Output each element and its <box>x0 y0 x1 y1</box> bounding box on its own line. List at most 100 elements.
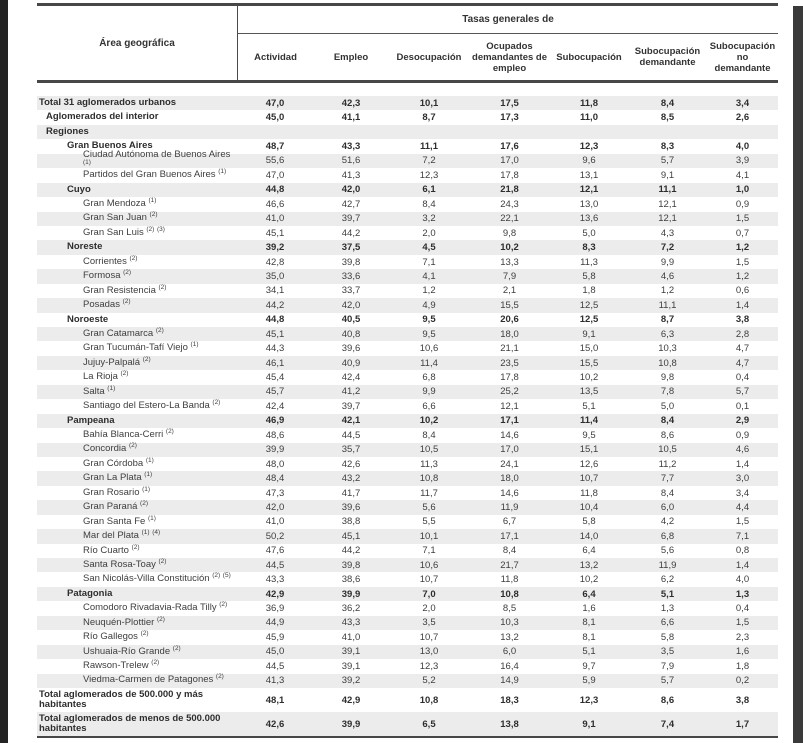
rates-group-header: Tasas generales de <box>462 14 554 25</box>
cell-value: 0,6 <box>735 285 750 297</box>
cell-value: 1,5 <box>735 213 750 225</box>
cell-value: 47,0 <box>265 169 285 181</box>
cell-value: 8,3 <box>660 141 675 153</box>
footnote-marker: (2) <box>128 442 137 450</box>
cell-value: 10,6 <box>419 559 439 571</box>
table-row: Gran San Juan (2) 41,0 39,7 3,2 22,1 13,6 12,1… <box>37 211 778 226</box>
cell-value: 10,5 <box>419 444 439 456</box>
cell-value: 11,9 <box>658 559 677 571</box>
row-label: Pampeana <box>67 414 115 426</box>
cell-value: 17,1 <box>500 530 519 542</box>
cell-value: 7,2 <box>422 155 436 167</box>
cell-value: 3,0 <box>735 473 750 485</box>
cell-value: 8,4 <box>660 97 675 109</box>
cell-value: 12,1 <box>579 184 599 196</box>
table-row: Formosa (2) 35,0 33,6 4,1 7,9 5,8 4,6 1,2 <box>37 269 778 284</box>
cell-value: 5,6 <box>660 545 675 557</box>
column-header: Subocupación no demandante <box>709 40 776 74</box>
table-row: Neuquén-Plottier (2) 44,9 43,3 3,5 10,3 8,1 6,… <box>37 615 778 631</box>
footnote-marker: (2) <box>215 673 224 681</box>
cell-value: 6,4 <box>582 545 596 557</box>
row-label: Comodoro Rivadavia-Rada Tilly (2) <box>83 601 228 614</box>
footnote-marker: (4) <box>152 529 161 537</box>
cell-value: 10,8 <box>419 473 439 485</box>
table-row: Aglomerados del interior 45,0 41,1 8,7 17,3 1… <box>37 110 778 124</box>
cell-value: 10,4 <box>579 501 599 513</box>
cell-value: 10,8 <box>658 357 677 369</box>
cell-value: 10,3 <box>500 617 519 629</box>
group-header-underline <box>238 33 778 34</box>
cell-value: 1,8 <box>735 660 750 672</box>
cell-value: 7,9 <box>502 270 517 282</box>
cell-value: 1,6 <box>735 646 750 658</box>
row-label: Gran Mendoza (1) <box>83 197 157 210</box>
cell-value: 9,5 <box>422 328 436 340</box>
row-label: Viedma-Carmen de Patagones (2) <box>83 673 224 686</box>
cell-value: 13,2 <box>579 559 599 571</box>
table-row: San Nicolás-Villa Constitución (2) (5) 43… <box>37 572 778 586</box>
cell-value: 34,1 <box>265 285 285 297</box>
table-row: Partidos del Gran Buenos Aires (1) 47,0 41… <box>37 168 778 182</box>
cell-value: 12,5 <box>579 299 599 311</box>
cell-value: 5,8 <box>582 516 596 528</box>
cell-value: 11,1 <box>420 141 438 153</box>
cell-value: 43,3 <box>341 617 361 629</box>
table-row: Gran Resistencia (2) 34,1 33,7 1,2 2,1 1,8 1,2… <box>37 284 778 298</box>
cell-value: 14,0 <box>579 530 599 542</box>
table-row: Jujuy-Palpalá (2) 46,1 40,9 11,4 23,5 15,5 10,… <box>37 355 778 371</box>
footnote-marker: (2) <box>123 269 132 277</box>
row-label: Corrientes (2) <box>83 254 138 267</box>
cell-value: 48,0 <box>265 458 285 470</box>
row-label: Cuyo <box>67 183 91 195</box>
cell-value: 11,1 <box>658 184 677 196</box>
cell-value: 4,6 <box>735 444 750 456</box>
cell-value: 1,7 <box>735 718 750 730</box>
cell-value: 12,1 <box>658 213 677 225</box>
cell-value: 2,0 <box>422 227 436 239</box>
table-row: Río Gallegos (2) 45,9 41,0 10,7 13,2 8,1 5,8 2,… <box>37 630 778 644</box>
cell-value: 13,5 <box>579 386 599 398</box>
cell-value: 41,0 <box>265 516 285 528</box>
cell-value: 45,4 <box>265 372 285 384</box>
cell-value: 51,6 <box>341 155 361 167</box>
row-label: Gran Buenos Aires <box>67 140 153 152</box>
cell-value: 8,5 <box>660 112 675 124</box>
cell-value: 6,6 <box>660 617 675 629</box>
cell-value: 2,0 <box>422 603 436 615</box>
table-header: Área geográfica Tasas generales de Activ… <box>37 6 778 80</box>
cell-value: 40,9 <box>341 357 361 369</box>
cell-value: 9,8 <box>660 372 675 384</box>
cell-value: 12,3 <box>579 141 599 153</box>
cell-value: 12,3 <box>579 694 599 706</box>
footnote-marker: (2) <box>140 630 149 638</box>
cell-value: 20,6 <box>500 314 519 326</box>
cell-value: 42,0 <box>341 184 361 196</box>
row-label: Gran La Plata (1) <box>83 471 153 484</box>
row-label: Concordia (2) <box>83 442 137 455</box>
cell-value: 39,7 <box>341 400 361 412</box>
cell-value: 46,1 <box>265 357 285 369</box>
cell-value: 7,1 <box>422 545 436 557</box>
cell-value: 3,5 <box>422 617 436 629</box>
cell-value: 17,8 <box>500 372 519 384</box>
cell-value: 41,0 <box>341 631 361 643</box>
cell-value: 1,2 <box>422 285 436 297</box>
cell-value: 5,1 <box>582 400 596 412</box>
cell-value: 3,8 <box>735 694 750 706</box>
table-body: Total 31 aglomerados urbanos 47,0 42,3 10,1… <box>37 96 778 737</box>
table-bottom-rule <box>37 736 778 739</box>
cell-value: 44,5 <box>265 660 285 672</box>
cell-value: 11,0 <box>580 112 598 124</box>
header-vertical-divider <box>237 6 238 80</box>
cell-value: 1,2 <box>735 242 750 254</box>
row-label: Río Gallegos (2) <box>83 630 149 643</box>
cell-value: 0,4 <box>735 372 750 384</box>
area-geografica-header: Área geográfica <box>99 37 175 49</box>
cell-value: 1,5 <box>735 617 750 629</box>
cell-value: 16,4 <box>500 660 519 672</box>
cell-value: 11,8 <box>580 97 598 109</box>
column-header: Subocupación <box>556 51 622 63</box>
cell-value: 45,7 <box>265 386 285 398</box>
cell-value: 3,2 <box>422 213 436 225</box>
cell-value: 11,4 <box>580 415 598 427</box>
